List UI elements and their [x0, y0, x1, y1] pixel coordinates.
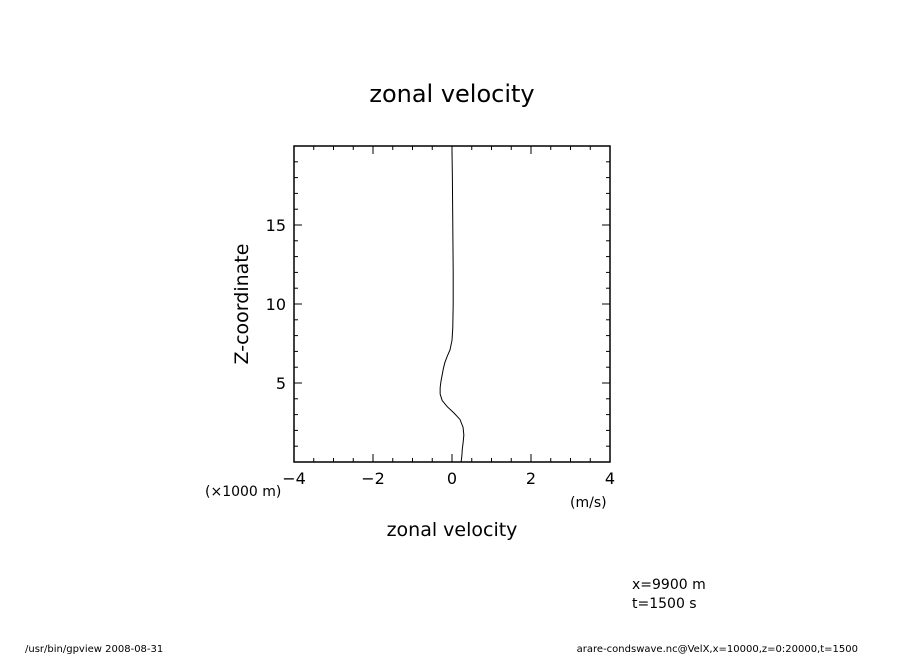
footer-right: arare-condswave.nc@VelX,x=10000,z=0:2000…: [577, 644, 858, 654]
footer-left: /usr/bin/gpview 2008-08-31: [25, 644, 163, 654]
x-tick-label: −2: [361, 469, 385, 488]
y-tick-label: 15: [266, 216, 286, 235]
series-line: [439, 150, 465, 463]
x-tick-label: 0: [447, 469, 457, 488]
y-tick-label: 10: [266, 295, 286, 314]
y-tick-label: 5: [276, 374, 286, 393]
x-tick-label: −4: [282, 469, 306, 488]
y-unit-label: (×1000 m): [205, 484, 281, 500]
x-unit-label: (m/s): [570, 495, 607, 511]
axis-ticks: [293, 145, 611, 463]
chart-title: zonal velocity: [369, 80, 534, 108]
plot-frame: [293, 145, 611, 463]
t-value-info: t=1500 s: [632, 596, 697, 612]
y-axis-label: Z-coordinate: [231, 244, 253, 365]
x-value-info: x=9900 m: [632, 577, 706, 593]
x-tick-label: 4: [605, 469, 615, 488]
x-axis-label: zonal velocity: [387, 519, 518, 541]
x-tick-label: 2: [526, 469, 536, 488]
